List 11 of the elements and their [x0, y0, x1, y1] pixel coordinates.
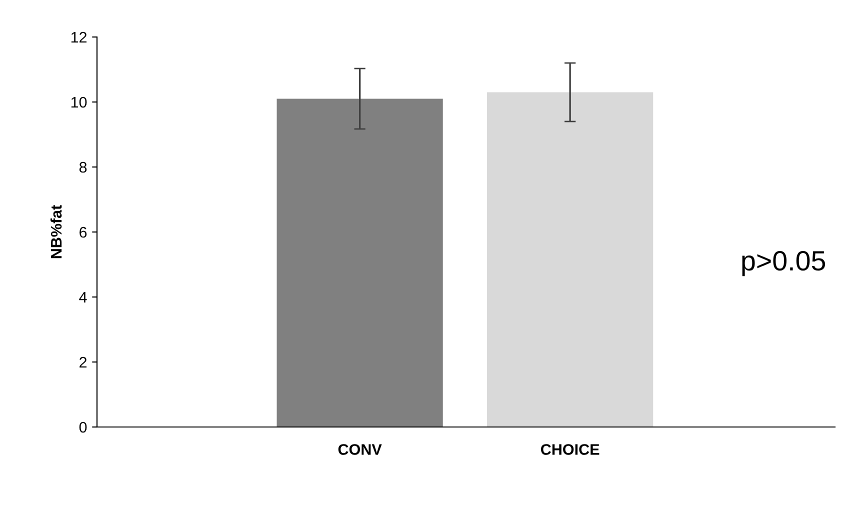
y-tick-label: 8: [79, 162, 87, 173]
x-tick-label: CONV: [338, 444, 382, 455]
x-tick-label: CHOICE: [540, 444, 600, 455]
annotation: p>0.05: [742, 250, 826, 276]
y-tick-label: 10: [71, 96, 87, 108]
y-axis-title: NB%fat: [50, 205, 62, 258]
y-tick-label: 2: [80, 356, 87, 368]
y-tick-label: 4: [79, 292, 87, 303]
y-tick-label: 6: [80, 226, 87, 238]
y-tick-label: 0: [79, 422, 87, 433]
y-tick-label: 12: [71, 32, 87, 43]
